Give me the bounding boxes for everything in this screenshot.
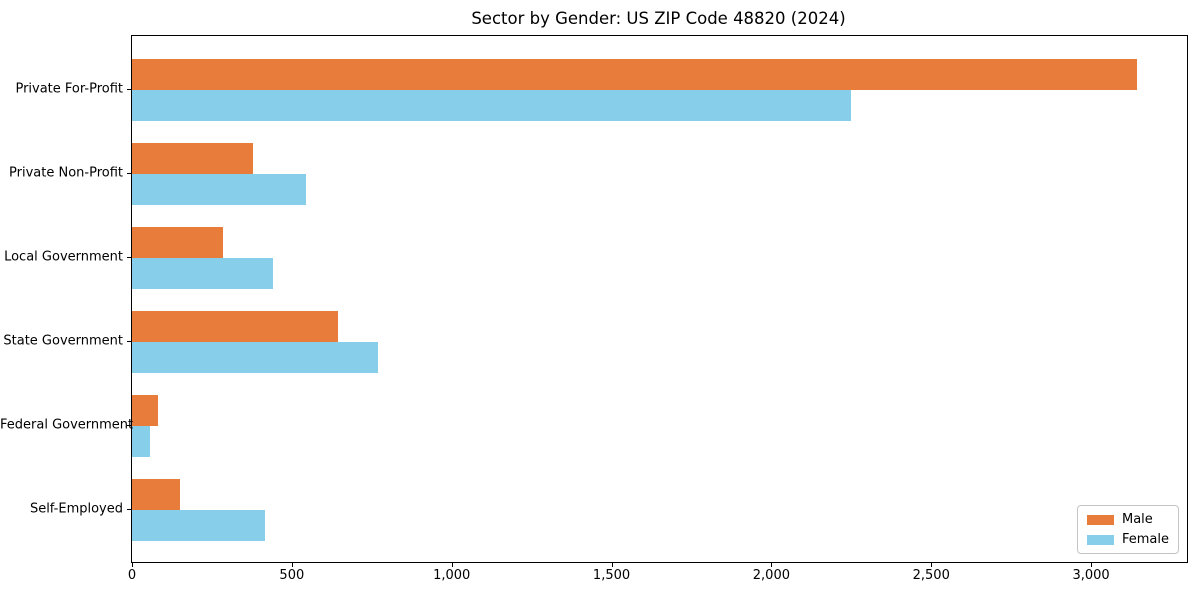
bar-female	[132, 342, 379, 373]
x-axis-tick	[1091, 563, 1093, 567]
y-axis-tick	[127, 425, 131, 426]
bar-male	[132, 227, 224, 258]
y-axis-tick	[127, 173, 131, 174]
x-tick-label: 2,500	[912, 568, 950, 583]
bar-male	[132, 59, 1138, 90]
legend-swatch-male-icon	[1086, 514, 1114, 525]
x-axis-tick	[611, 563, 613, 567]
x-tick-label: 500	[279, 568, 305, 583]
bar-male	[132, 143, 254, 174]
bar-female	[132, 426, 150, 457]
y-axis-tick	[127, 509, 131, 510]
x-axis-tick	[771, 563, 773, 567]
x-tick-label: 3,000	[1072, 568, 1110, 583]
legend-item-female: Female	[1086, 532, 1169, 547]
category-label: Federal Government	[0, 417, 134, 433]
legend-label-male: Male	[1121, 512, 1153, 527]
legend: Male Female	[1076, 505, 1179, 554]
bar-female	[132, 258, 273, 289]
x-tick-label: 0	[127, 568, 137, 583]
bar-male	[132, 311, 339, 342]
plot-area: Male Female	[131, 35, 1188, 563]
chart-title: Sector by Gender: US ZIP Code 48820 (202…	[471, 9, 846, 28]
category-label: Private For-Profit	[15, 81, 123, 97]
x-tick-label: 1,000	[433, 568, 471, 583]
y-axis-tick	[127, 257, 131, 258]
x-axis-tick	[931, 563, 933, 567]
y-axis-tick	[127, 89, 131, 90]
bar-female	[132, 510, 265, 541]
legend-label-female: Female	[1121, 532, 1169, 547]
bar-female	[132, 174, 307, 205]
category-label: Local Government	[4, 249, 123, 265]
bar-female	[132, 90, 852, 121]
x-axis-tick	[132, 563, 133, 567]
x-axis-tick	[451, 563, 453, 567]
x-axis-tick	[291, 563, 293, 567]
x-tick-label: 2,000	[752, 568, 790, 583]
category-label: State Government	[3, 333, 123, 349]
bar-male	[132, 479, 180, 510]
bar-male	[132, 395, 158, 426]
category-label: Private Non-Profit	[9, 165, 123, 181]
legend-item-male: Male	[1086, 512, 1169, 527]
y-axis-tick	[127, 341, 131, 342]
category-label: Self-Employed	[29, 501, 123, 517]
x-tick-label: 1,500	[592, 568, 631, 583]
legend-swatch-female-icon	[1086, 534, 1114, 545]
